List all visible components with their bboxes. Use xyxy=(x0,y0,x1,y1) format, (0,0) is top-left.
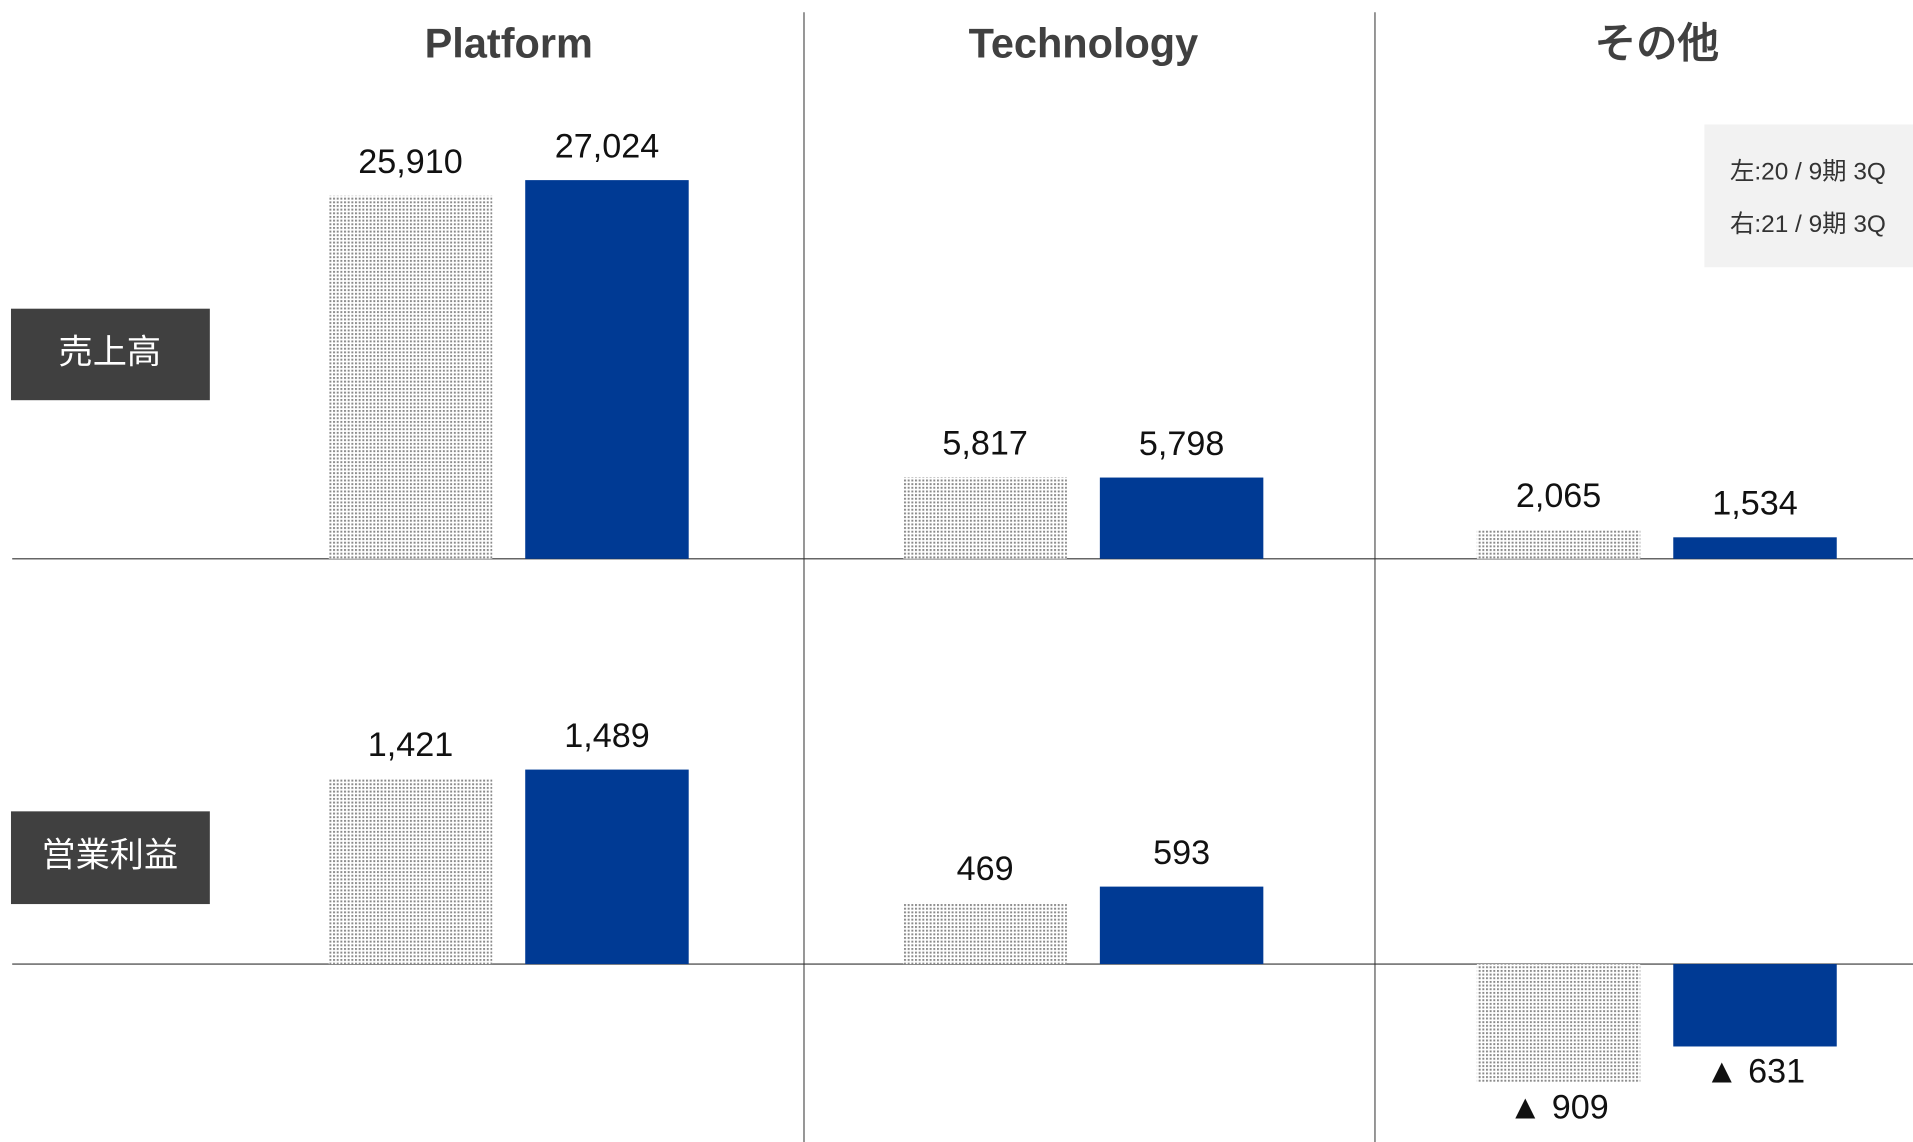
column-header: Platform xyxy=(425,19,593,66)
bar xyxy=(328,778,493,965)
legend-entry: 左:20 / 9期 3Q xyxy=(1730,159,1886,186)
column-header: Technology xyxy=(969,19,1199,66)
value-label: 5,798 xyxy=(1139,425,1224,463)
value-label: 593 xyxy=(1153,834,1210,872)
value-label: 1,489 xyxy=(564,717,649,755)
value-label: 1,421 xyxy=(368,726,453,764)
bar xyxy=(1099,886,1264,965)
row-label: 売上高 xyxy=(59,333,161,371)
column-header: その他 xyxy=(1595,19,1719,66)
row-label-box xyxy=(10,811,210,905)
bar xyxy=(903,902,1067,965)
row-label-box xyxy=(10,308,210,401)
bar xyxy=(903,477,1067,559)
value-label: 1,534 xyxy=(1712,485,1797,523)
value-label: 2,065 xyxy=(1516,477,1601,515)
value-label: 469 xyxy=(957,850,1014,888)
legend-entry: 右:21 / 9期 3Q xyxy=(1730,211,1886,238)
bar xyxy=(328,195,493,559)
bar xyxy=(1673,537,1837,559)
value-label: 5,817 xyxy=(942,425,1027,463)
value-label: 27,024 xyxy=(555,127,659,165)
value-label: 25,910 xyxy=(358,143,462,181)
row-label: 営業利益 xyxy=(41,837,178,875)
bar xyxy=(1099,477,1264,559)
value-label: ▲ 631 xyxy=(1705,1052,1805,1090)
bar xyxy=(525,769,689,965)
bar xyxy=(1673,964,1837,1047)
legend-box xyxy=(1704,124,1913,268)
bar xyxy=(1476,529,1641,559)
bar xyxy=(1476,964,1641,1083)
bar xyxy=(525,180,689,559)
value-label: ▲ 909 xyxy=(1508,1089,1608,1127)
